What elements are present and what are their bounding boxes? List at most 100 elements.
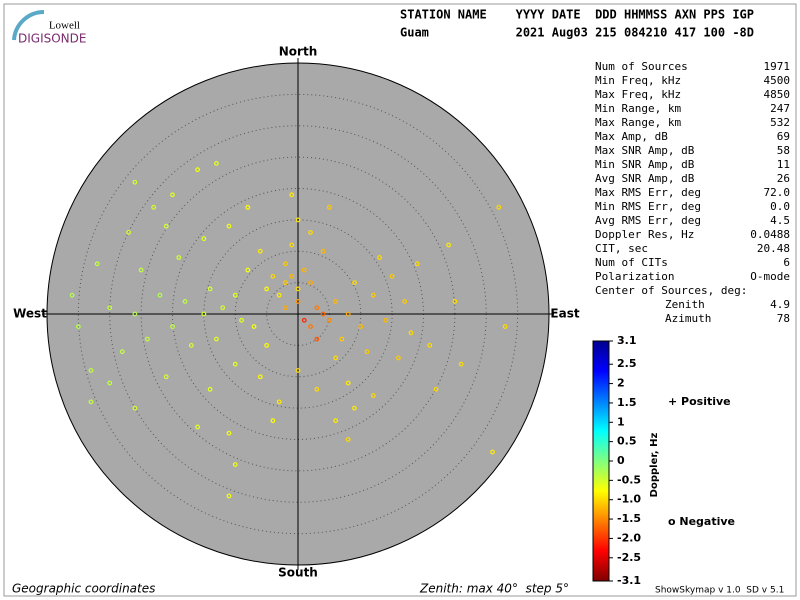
frame (3, 3, 797, 597)
colorbar-label: Doppler, Hz (649, 433, 660, 498)
colorbar-tick-label: -3.1 (617, 574, 641, 587)
source-point (289, 273, 295, 279)
source-point (138, 267, 144, 273)
colorbar-tick-label: 1 (617, 415, 625, 428)
source-point (389, 273, 395, 279)
source-point (289, 242, 295, 248)
colorbar-tick-label: -2.0 (617, 531, 641, 544)
footer-right: ShowSkymap v 1.0 SD v 5.1 (655, 586, 784, 596)
stat-label: Max Range, km (595, 116, 681, 129)
stat-value: 20.48 (757, 242, 790, 255)
stat-label: Zenith (665, 298, 705, 311)
stat-value: 69 (777, 130, 790, 143)
stat-label: Doppler Res, Hz (595, 228, 694, 241)
source-point (283, 305, 288, 311)
source-point (295, 368, 301, 373)
plot: North South West East (13, 45, 580, 580)
source-point (345, 311, 351, 317)
source-point (245, 267, 251, 273)
source-point (264, 286, 270, 292)
direction-label: West (13, 307, 47, 321)
colorbar-tick-label: 2 (617, 377, 625, 390)
stat-value: 532 (770, 116, 790, 129)
source-point (283, 261, 288, 267)
source-point (188, 342, 194, 348)
stat-label: Polarization (595, 270, 674, 283)
source-point (320, 311, 326, 317)
source-point (176, 255, 182, 260)
source-point (370, 292, 376, 298)
stat-value: 26 (777, 172, 790, 185)
source-point (408, 330, 414, 336)
colorbar-tick-label: 2.5 (617, 357, 637, 370)
stat-label: Azimuth (665, 312, 711, 325)
source-point (257, 374, 263, 380)
stat-label: Max SNR Amp, dB (595, 144, 695, 157)
source-point (207, 286, 213, 292)
source-point (144, 336, 150, 342)
source-point (195, 167, 201, 173)
direction-label: East (550, 307, 579, 321)
logo-top: Lowell (49, 20, 80, 32)
source-point (257, 248, 263, 254)
stat-value: 1971 (764, 60, 791, 73)
source-point (314, 336, 320, 342)
colorbar-tick-label: -0.5 (617, 473, 641, 486)
source-point (157, 292, 163, 298)
source-point (427, 342, 433, 348)
source-point (119, 349, 125, 355)
source-point (88, 399, 94, 405)
source-point (75, 324, 81, 329)
source-point (383, 317, 389, 323)
stat-label: Num of Sources (595, 60, 688, 73)
source-point (326, 317, 332, 323)
source-point (239, 317, 244, 323)
source-point (232, 361, 238, 367)
source-point (251, 324, 257, 329)
stat-value: 4500 (764, 74, 791, 87)
source-point (490, 449, 495, 455)
source-point (433, 386, 439, 392)
source-point (245, 204, 251, 210)
source-point (207, 386, 213, 392)
source-point (69, 292, 75, 298)
legend-positive: + Positive (668, 395, 731, 408)
footer-middle: Zenith: max 40° step 5° (419, 582, 569, 596)
source-point (232, 292, 238, 298)
colorbar-tick-label: -1.0 (617, 493, 641, 506)
source-point (170, 192, 175, 198)
stat-label: Min Range, km (595, 102, 681, 115)
footer-left: Geographic coordinates (12, 582, 155, 596)
stat-section-title: Center of Sources, deg: (595, 284, 747, 297)
source-point (308, 230, 313, 235)
source-point (446, 242, 452, 248)
stat-value: 6 (783, 256, 790, 269)
stat-value: 4850 (764, 88, 791, 101)
source-point (232, 462, 238, 468)
source-point (88, 368, 94, 373)
source-point (396, 355, 401, 361)
source-point (345, 437, 351, 442)
source-point (201, 236, 207, 242)
source-point (301, 267, 307, 273)
stat-value: 247 (770, 102, 790, 115)
stat-value: 0.0 (770, 200, 790, 213)
direction-label: North (279, 45, 317, 59)
source-point (458, 361, 464, 367)
source-point (220, 305, 226, 311)
legend-negative: o Negative (668, 515, 735, 528)
source-point (214, 336, 219, 342)
source-point (276, 292, 282, 298)
source-point (339, 336, 345, 342)
source-point (502, 324, 508, 329)
stat-label: Avg RMS Err, deg (595, 214, 701, 227)
colorbar-tick-label: 3.1 (617, 334, 637, 347)
source-point (370, 393, 376, 398)
colorbar-tick-label: -1.5 (617, 512, 641, 525)
stat-value: 0.0488 (750, 228, 790, 241)
source-point (283, 280, 288, 286)
source-point (226, 430, 232, 436)
source-point (107, 380, 113, 386)
source-point (170, 324, 175, 329)
source-point (226, 223, 232, 229)
